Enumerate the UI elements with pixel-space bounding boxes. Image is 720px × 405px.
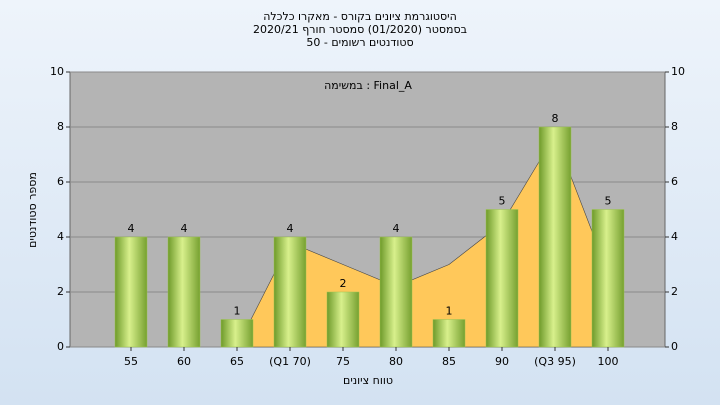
value-label: 1 xyxy=(446,305,453,318)
y2-tick-label: 10 xyxy=(671,65,685,78)
y-tick-label: 2 xyxy=(57,285,64,298)
bar xyxy=(485,209,519,348)
bar xyxy=(273,236,307,348)
title-line: היסטוגרמת ציונים בקורס - מאקרו כלכלה xyxy=(263,10,457,23)
x-tick-label: 55 xyxy=(124,355,138,368)
y2-tick-label: 8 xyxy=(671,120,678,133)
y-tick-label: 4 xyxy=(57,230,64,243)
y-tick-label: 0 xyxy=(57,340,64,353)
value-label: 4 xyxy=(128,222,135,235)
x-tick-label: 90 xyxy=(495,355,509,368)
value-label: 8 xyxy=(552,112,559,125)
bar xyxy=(432,319,466,348)
y-axis-label: מספר סטודנטים xyxy=(26,172,39,248)
x-axis-label: טווח ציונים xyxy=(343,374,393,387)
bar xyxy=(379,236,413,348)
value-label: 4 xyxy=(181,222,188,235)
bar xyxy=(114,236,148,348)
x-tick-label: (Q1 70) xyxy=(269,355,311,368)
value-label: 4 xyxy=(287,222,294,235)
bar xyxy=(220,319,254,348)
bar xyxy=(326,291,360,348)
value-label: 4 xyxy=(393,222,400,235)
annotation: במשימה : Final_A xyxy=(324,79,412,92)
bar xyxy=(538,126,572,348)
y-tick-label: 8 xyxy=(57,120,64,133)
bar xyxy=(591,209,625,348)
x-tick-label: 85 xyxy=(442,355,456,368)
x-tick-label: 80 xyxy=(389,355,403,368)
y2-tick-label: 2 xyxy=(671,285,678,298)
y2-tick-label: 0 xyxy=(671,340,678,353)
value-label: 1 xyxy=(234,305,241,318)
value-label: 2 xyxy=(340,277,347,290)
title-line: סטודנטים רשומים - 50 xyxy=(306,36,413,49)
bar xyxy=(167,236,201,348)
title-line: בסמסטר (01/2020) סמסטר חורף 2020/21 xyxy=(253,23,467,36)
x-tick-label: (Q3 95) xyxy=(534,355,576,368)
x-tick-label: 75 xyxy=(336,355,350,368)
value-label: 5 xyxy=(499,195,506,208)
x-tick-label: 65 xyxy=(230,355,244,368)
y-tick-label: 10 xyxy=(50,65,64,78)
x-tick-label: 60 xyxy=(177,355,191,368)
x-tick-label: 100 xyxy=(598,355,619,368)
value-label: 5 xyxy=(605,195,612,208)
y-tick-label: 6 xyxy=(57,175,64,188)
y2-tick-label: 6 xyxy=(671,175,678,188)
y2-tick-label: 4 xyxy=(671,230,678,243)
